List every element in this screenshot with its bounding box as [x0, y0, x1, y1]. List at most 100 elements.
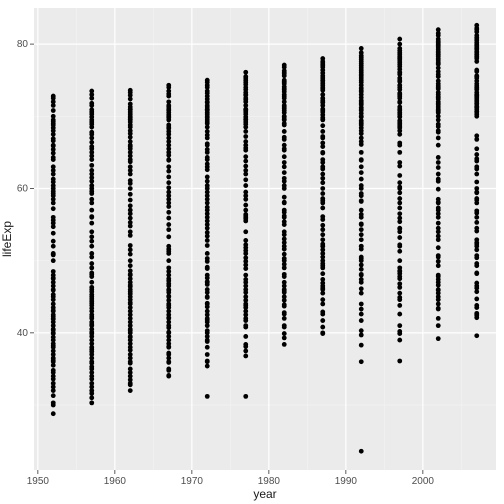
- scatter-point: [89, 234, 94, 239]
- scatter-point: [436, 263, 441, 268]
- scatter-point: [359, 328, 364, 333]
- scatter-point: [89, 163, 94, 168]
- scatter-point: [205, 301, 210, 306]
- scatter-point: [243, 70, 248, 75]
- scatter-point: [397, 265, 402, 270]
- scatter-point: [436, 143, 441, 148]
- scatter-point: [359, 198, 364, 203]
- scatter-point: [205, 162, 210, 167]
- scatter-point: [397, 258, 402, 263]
- scatter-point: [474, 164, 479, 169]
- scatter-point: [89, 130, 94, 135]
- scatter-point: [397, 141, 402, 146]
- scatter-point: [359, 50, 364, 55]
- scatter-point: [89, 144, 94, 149]
- scatter-point: [359, 318, 364, 323]
- scatter-point: [51, 400, 56, 405]
- scatter-point: [89, 197, 94, 202]
- y-tick-label: 80: [17, 39, 29, 50]
- scatter-point: [166, 185, 171, 190]
- scatter-point: [436, 323, 441, 328]
- scatter-point: [205, 251, 210, 256]
- scatter-point: [205, 359, 210, 364]
- scatter-point: [205, 179, 210, 184]
- scatter-point: [320, 150, 325, 155]
- scatter-point: [320, 176, 325, 181]
- scatter-point: [205, 238, 210, 243]
- scatter-point: [320, 157, 325, 162]
- scatter-point: [89, 400, 94, 405]
- scatter-point: [282, 256, 287, 261]
- scatter-point: [51, 368, 56, 373]
- scatter-point: [282, 195, 287, 200]
- scatter-point: [397, 216, 402, 221]
- scatter-point: [205, 328, 210, 333]
- scatter-point: [205, 287, 210, 292]
- scatter-point: [51, 239, 56, 244]
- scatter-point: [359, 333, 364, 338]
- scatter-point: [397, 295, 402, 300]
- scatter-point: [128, 220, 133, 225]
- scatter-point: [89, 183, 94, 188]
- scatter-point: [89, 140, 94, 145]
- scatter-point: [282, 170, 287, 175]
- scatter-point: [205, 183, 210, 188]
- scatter-point: [320, 310, 325, 315]
- scatter-point: [397, 173, 402, 178]
- scatter-point: [128, 192, 133, 197]
- scatter-point: [397, 249, 402, 254]
- scatter-point: [397, 211, 402, 216]
- scatter-point: [128, 186, 133, 191]
- scatter-point: [436, 306, 441, 311]
- scatter-point: [474, 208, 479, 213]
- scatter-point: [474, 23, 479, 28]
- scatter-point: [128, 102, 133, 107]
- scatter-point: [51, 381, 56, 386]
- scatter-point: [359, 286, 364, 291]
- scatter-point: [474, 311, 479, 316]
- scatter-point: [397, 206, 402, 211]
- scatter-point: [436, 287, 441, 292]
- scatter-point: [243, 139, 248, 144]
- scatter-point: [51, 393, 56, 398]
- scatter-point: [282, 229, 287, 234]
- scatter-point: [128, 388, 133, 393]
- scatter-point: [89, 221, 94, 226]
- scatter-point: [436, 206, 441, 211]
- scatter-point: [51, 215, 56, 220]
- scatter-point: [359, 136, 364, 141]
- scatter-point: [359, 46, 364, 51]
- scatter-point: [282, 183, 287, 188]
- scatter-point: [205, 273, 210, 278]
- scatter-point: [359, 170, 364, 175]
- scatter-point: [436, 79, 441, 84]
- scatter-point: [359, 267, 364, 272]
- scatter-point: [320, 242, 325, 247]
- scatter-point: [320, 191, 325, 196]
- scatter-point: [166, 99, 171, 104]
- scatter-point: [205, 129, 210, 134]
- scatter-point: [128, 164, 133, 169]
- scatter-point: [320, 277, 325, 282]
- scatter-point: [243, 229, 248, 234]
- scatter-point: [359, 449, 364, 454]
- scatter-point: [282, 280, 287, 285]
- scatter-point: [205, 309, 210, 314]
- scatter-point: [436, 302, 441, 307]
- scatter-point: [89, 265, 94, 270]
- scatter-point: [320, 196, 325, 201]
- scatter-point: [205, 141, 210, 146]
- scatter-point: [359, 208, 364, 213]
- y-tick-label: 40: [17, 328, 29, 339]
- y-tick-label: 60: [17, 183, 29, 194]
- scatter-point: [282, 63, 287, 68]
- scatter-point: [166, 367, 171, 372]
- scatter-point: [397, 104, 402, 109]
- scatter-point: [397, 281, 402, 286]
- scatter-point: [243, 255, 248, 260]
- scatter-point: [128, 268, 133, 273]
- scatter-point: [243, 334, 248, 339]
- scatter-point: [397, 323, 402, 328]
- x-tick-label: 1950: [27, 476, 50, 487]
- scatter-point: [51, 143, 56, 148]
